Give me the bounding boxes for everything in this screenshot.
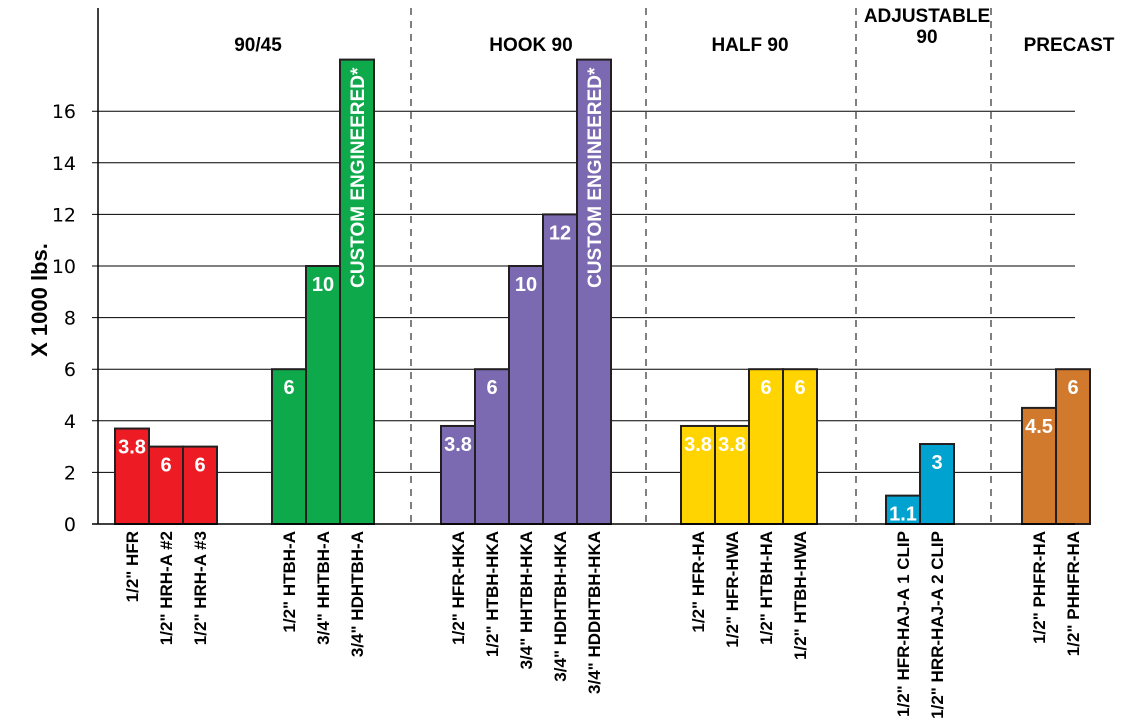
category-label: 1/2" HFR-HWA [723, 531, 742, 648]
bar-value-label: 6 [194, 455, 205, 477]
bar [474, 368, 510, 526]
bar [1021, 406, 1057, 525]
category-label: 1/2" HFR-HKA [449, 531, 468, 645]
group-label-line: 90/45 [234, 35, 282, 56]
y-tick-label: 6 [64, 359, 76, 381]
category-label: 1/2" PHFR-HA [1030, 531, 1049, 644]
bar-value-label: 6 [1067, 377, 1078, 399]
bars [114, 58, 1091, 526]
category-label: 3/4" HDHTBH-HKA [551, 531, 570, 682]
bar-value-label: 4.5 [1025, 416, 1053, 438]
category-label: 1/2" HTBH-A [280, 531, 299, 633]
bar [182, 445, 218, 526]
group-label-line: HALF 90 [711, 35, 788, 56]
bar [542, 213, 578, 525]
axes [92, 8, 1075, 525]
y-tick-label: 14 [52, 153, 76, 175]
group-label: ADJUSTABLE 90 [864, 6, 990, 48]
group-label-line: ADJUSTABLE [864, 6, 990, 27]
bar [305, 265, 341, 525]
bar-note: CUSTOM ENGINEERED* [585, 67, 606, 288]
bar-value-label: 10 [515, 274, 537, 296]
bar-value-label: 1.1 [889, 504, 917, 526]
y-tick-label: 8 [64, 308, 76, 330]
bar [271, 368, 307, 526]
bar-value-label: 3.8 [118, 437, 146, 459]
bar-value-label: 3.8 [684, 434, 712, 456]
bar-value-label: 6 [760, 377, 771, 399]
category-label: 1/2" HFR-HAJ-A 1 CLIP [894, 531, 913, 717]
group-label: 90/45 [234, 35, 282, 56]
category-label: 1/2" HRH-A #2 [157, 531, 176, 645]
bar [508, 265, 544, 525]
bar [576, 58, 612, 525]
category-label: 1/2" HFR-HA [689, 531, 708, 633]
group-label: HALF 90 [711, 35, 788, 56]
group-label: PRECAST [1024, 35, 1115, 56]
bar-value-label: 10 [312, 274, 334, 296]
category-label: 1/2" PHHFR-HA [1064, 531, 1083, 656]
category-label: 3/4" HDHTBH-A [348, 531, 367, 657]
category-label: 1/2" HTBH-HKA [483, 531, 502, 657]
y-tick-label: 16 [52, 101, 76, 123]
bar-value-label: 6 [794, 377, 805, 399]
category-label: 1/2" HFR [123, 531, 142, 602]
y-tick-label: 10 [52, 256, 76, 278]
bar [148, 445, 184, 526]
bar-value-label: 3 [931, 452, 942, 474]
y-tick-label: 0 [64, 514, 76, 536]
bar [782, 368, 818, 526]
category-label: 3/4" HHTBH-A [314, 531, 333, 645]
y-axis-label: X 1000 lbs. [27, 243, 52, 357]
bar [1055, 368, 1091, 526]
category-label: 1/2" HRR-HAJ-A 2 CLIP [928, 531, 947, 719]
category-label: 3/4" HHTBH-HKA [517, 531, 536, 669]
y-tick-label: 4 [64, 411, 76, 433]
bar-value-label: 6 [160, 455, 171, 477]
bar-value-label: 6 [486, 377, 497, 399]
y-tick-label: 2 [64, 462, 76, 484]
category-label: 3/4" HDDHTBH-HKA [585, 531, 604, 694]
group-label-line: PRECAST [1024, 35, 1115, 56]
group-label: HOOK 90 [489, 35, 572, 56]
group-dividers [410, 8, 992, 524]
bar-note: CUSTOM ENGINEERED* [348, 67, 369, 288]
category-label: 1/2" HTBH-HWA [791, 531, 810, 660]
bar-value-label: 6 [283, 377, 294, 399]
bar-value-label: 3.8 [718, 434, 746, 456]
category-label: 1/2" HRH-A #3 [191, 531, 210, 645]
chart-text: 0 2 4 6 8 10 12 14 16 X 1000 lbs. 90/45 3.8 1/2" HFR… [27, 6, 1115, 719]
bar-value-label: 3.8 [444, 434, 472, 456]
group-label-line: HOOK 90 [489, 35, 572, 56]
bar-value-label: 12 [549, 222, 571, 244]
category-label: 1/2" HTBH-HA [757, 531, 776, 645]
group-label-line: 90 [916, 27, 937, 48]
y-tick-label: 12 [52, 204, 76, 226]
bar [748, 368, 784, 526]
bar [339, 58, 375, 525]
